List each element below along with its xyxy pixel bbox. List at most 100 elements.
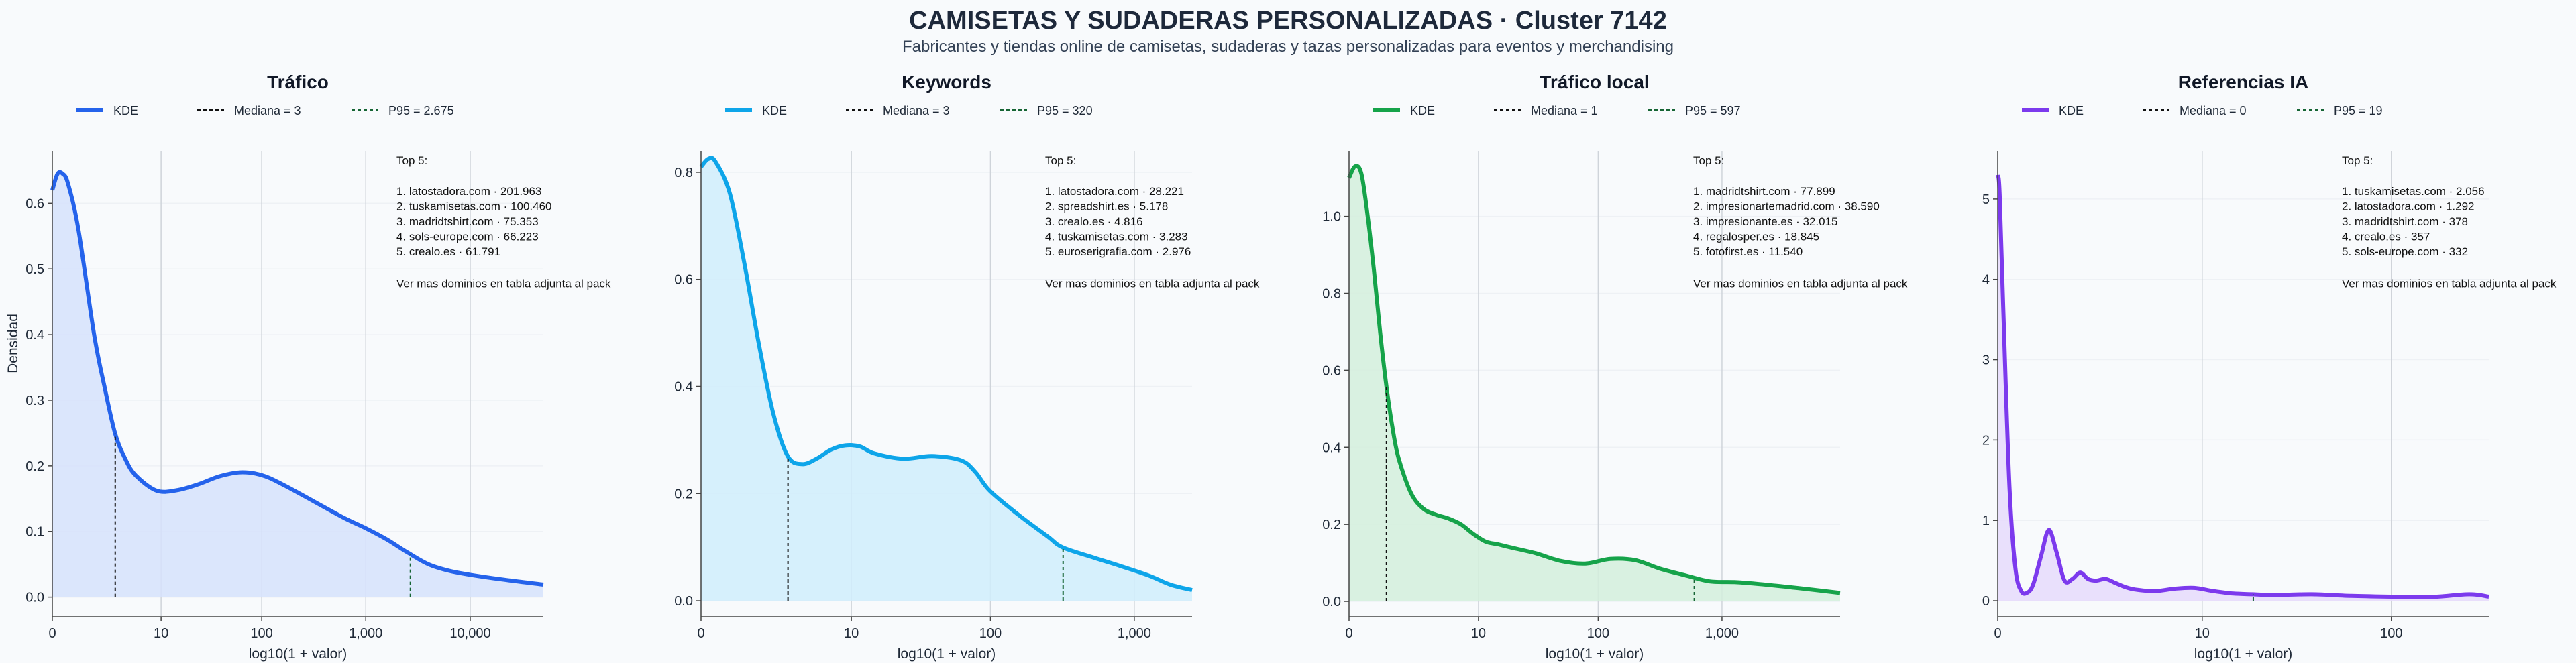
top5-item: 4. sols-europe.com · 66.223 bbox=[396, 231, 539, 243]
top5-item: 2. spreadshirt.es · 5.178 bbox=[1045, 200, 1168, 213]
y-tick-label: 0.1 bbox=[25, 525, 44, 540]
x-tick-label: 0 bbox=[48, 626, 56, 641]
kde-line bbox=[1996, 174, 2489, 599]
x-tick-label: 0 bbox=[697, 626, 704, 641]
x-axis-label: log10(1 + valor) bbox=[898, 646, 996, 662]
top5-item: 5. crealo.es · 61.791 bbox=[396, 245, 500, 258]
legend-label-kde: KDE bbox=[2059, 104, 2084, 117]
x-tick-label: 100 bbox=[250, 626, 272, 641]
x-axis-label: log10(1 + valor) bbox=[2194, 646, 2293, 662]
top5-item: 1. madridtshirt.com · 77.899 bbox=[1693, 185, 1835, 198]
top5-item: 5. euroserigrafia.com · 2.976 bbox=[1045, 245, 1191, 258]
x-tick-label: 0 bbox=[1994, 626, 2001, 641]
chart-panel-2: Keywords KDE Mediana = 3 P95 = 320 0.0 0.2 0.4… bbox=[674, 72, 1260, 662]
x-tick-label: 100 bbox=[2380, 626, 2402, 641]
panel-title: Tráfico bbox=[267, 72, 329, 93]
kde-area bbox=[1349, 166, 1840, 601]
top5-item: 4. crealo.es · 357 bbox=[2342, 231, 2430, 243]
x-tick-label: 10 bbox=[844, 626, 859, 641]
top5-footnote: Ver mas dominios en tabla adjunta al pac… bbox=[1045, 278, 1260, 290]
figure-title: CAMISETAS Y SUDADERAS PERSONALIZADAS · C… bbox=[909, 7, 1667, 35]
top5-item: 3. madridtshirt.com · 378 bbox=[2342, 215, 2468, 228]
top5-item: 1. latostadora.com · 201.963 bbox=[396, 185, 541, 198]
y-tick-label: 0.4 bbox=[25, 328, 44, 343]
x-tick-label: 10 bbox=[154, 626, 168, 641]
chart-panel-4: Referencias IA KDE Mediana = 0 P95 = 19 0 1 2 3… bbox=[1982, 72, 2557, 662]
y-tick-label: 0 bbox=[1982, 594, 1990, 609]
top5-item: 5. fotofirst.es · 11.540 bbox=[1693, 245, 1803, 258]
panel-title: Tráfico local bbox=[1540, 72, 1649, 93]
top5-title: Top 5: bbox=[1693, 154, 1724, 167]
chart-panel-1: Tráfico KDE Mediana = 3 P95 = 2.675 0.0 0.1 0.… bbox=[5, 72, 611, 662]
chart-panel-3: Tráfico local KDE Mediana = 1 P95 = 597 0.0 0… bbox=[1322, 72, 1908, 662]
top5-title: Top 5: bbox=[2342, 154, 2373, 167]
x-tick-label: 100 bbox=[1587, 626, 1609, 641]
y-tick-label: 3 bbox=[1982, 353, 1990, 368]
y-tick-label: 1.0 bbox=[1322, 210, 1341, 225]
y-tick-label: 0.2 bbox=[25, 459, 44, 474]
y-tick-label: 0.0 bbox=[25, 591, 44, 605]
x-axis-label: log10(1 + valor) bbox=[1546, 646, 1644, 662]
top5-item: 3. madridtshirt.com · 75.353 bbox=[396, 215, 539, 228]
x-tick-label: 0 bbox=[1345, 626, 1352, 641]
top5-item: 4. regalosper.es · 18.845 bbox=[1693, 231, 1819, 243]
top5-item: 3. crealo.es · 4.816 bbox=[1045, 215, 1143, 228]
y-axis-label: Densidad bbox=[5, 314, 21, 373]
legend-label-kde: KDE bbox=[762, 104, 787, 117]
top5-title: Top 5: bbox=[396, 154, 427, 167]
y-tick-label: 0.0 bbox=[674, 594, 693, 609]
legend-label-p95: P95 = 19 bbox=[2334, 104, 2383, 117]
legend-label-median: Mediana = 1 bbox=[1531, 104, 1598, 117]
y-tick-label: 0.5 bbox=[25, 262, 44, 277]
x-tick-label: 100 bbox=[979, 626, 1002, 641]
y-tick-label: 0.8 bbox=[674, 166, 693, 180]
y-tick-label: 0.6 bbox=[1322, 363, 1341, 378]
top5-item: 1. latostadora.com · 28.221 bbox=[1045, 185, 1184, 198]
top5-footnote: Ver mas dominios en tabla adjunta al pac… bbox=[396, 278, 611, 290]
panel-title: Referencias IA bbox=[2178, 72, 2309, 93]
legend-label-p95: P95 = 320 bbox=[1037, 104, 1093, 117]
top5-item: 4. tuskamisetas.com · 3.283 bbox=[1045, 231, 1188, 243]
y-tick-label: 0.2 bbox=[1322, 518, 1341, 532]
panel-title: Keywords bbox=[902, 72, 991, 93]
kde-line bbox=[50, 170, 544, 587]
legend-label-median: Mediana = 0 bbox=[2180, 104, 2247, 117]
top5-item: 5. sols-europe.com · 332 bbox=[2342, 245, 2468, 258]
legend-label-median: Mediana = 3 bbox=[234, 104, 301, 117]
x-tick-label: 10,000 bbox=[449, 626, 490, 641]
y-tick-label: 0.6 bbox=[674, 273, 693, 288]
top5-item: 2. latostadora.com · 1.292 bbox=[2342, 200, 2475, 213]
kde-area bbox=[1998, 174, 2489, 601]
top5-item: 2. tuskamisetas.com · 100.460 bbox=[396, 200, 552, 213]
x-tick-label: 10 bbox=[1471, 626, 1486, 641]
y-tick-label: 0.6 bbox=[25, 196, 44, 211]
x-axis-label: log10(1 + valor) bbox=[249, 646, 347, 662]
figure-subtitle: Fabricantes y tiendas online de camiseta… bbox=[902, 38, 1674, 56]
legend-label-kde: KDE bbox=[1410, 104, 1435, 117]
legend-label-median: Mediana = 3 bbox=[883, 104, 950, 117]
y-tick-label: 1 bbox=[1982, 514, 1990, 528]
y-tick-label: 0.4 bbox=[674, 379, 693, 394]
x-tick-label: 10 bbox=[2195, 626, 2210, 641]
y-tick-label: 2 bbox=[1982, 433, 1990, 448]
y-tick-label: 4 bbox=[1982, 273, 1990, 288]
y-tick-label: 0.0 bbox=[1322, 595, 1341, 609]
top5-footnote: Ver mas dominios en tabla adjunta al pac… bbox=[1693, 278, 1908, 290]
kde-line bbox=[699, 156, 1193, 593]
y-tick-label: 0.4 bbox=[1322, 440, 1341, 455]
top5-item: 3. impresionante.es · 32.015 bbox=[1693, 215, 1837, 228]
legend-label-kde: KDE bbox=[113, 104, 138, 117]
y-tick-label: 0.8 bbox=[1322, 287, 1341, 302]
y-tick-label: 5 bbox=[1982, 192, 1990, 207]
legend-label-p95: P95 = 2.675 bbox=[388, 104, 454, 117]
x-tick-label: 1,000 bbox=[1705, 626, 1739, 641]
top5-item: 1. tuskamisetas.com · 2.056 bbox=[2342, 185, 2485, 198]
kde-line bbox=[1347, 164, 1841, 595]
top5-footnote: Ver mas dominios en tabla adjunta al pac… bbox=[2342, 278, 2557, 290]
x-tick-label: 1,000 bbox=[1118, 626, 1151, 641]
y-tick-label: 0.2 bbox=[674, 487, 693, 501]
top5-item: 2. impresionartemadrid.com · 38.590 bbox=[1693, 200, 1880, 213]
kde-area bbox=[701, 158, 1192, 601]
